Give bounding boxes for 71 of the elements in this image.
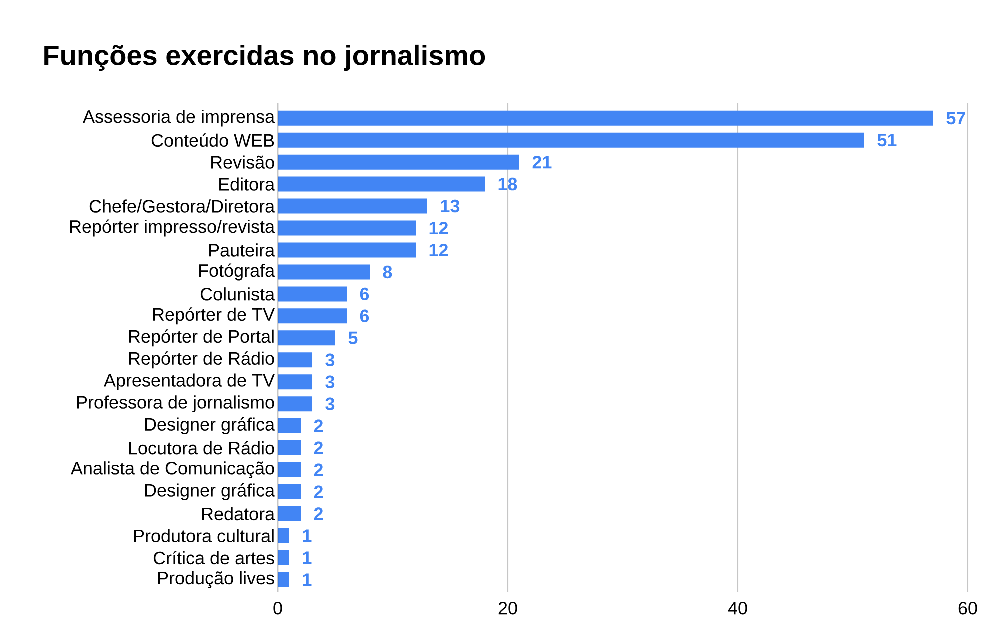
y-tick-label: Designer gráfica — [145, 483, 276, 500]
y-tick-label: Colunista — [200, 288, 276, 301]
y-tick-label: Analista de Comunicação — [71, 462, 274, 478]
data-label: 2 — [314, 420, 323, 432]
y-tick-label: Designer gráfica — [145, 418, 276, 435]
bar — [278, 528, 290, 544]
y-tick-label: Professora de jornalismo — [77, 396, 274, 412]
x-tick-label: 60 — [958, 602, 978, 615]
bar — [278, 572, 290, 588]
data-label: 3 — [326, 398, 335, 410]
y-tick-label: Assessoria de imprensa — [83, 110, 276, 127]
data-label: 3 — [326, 354, 335, 367]
y-tick-label: Apresentadora de TV — [104, 374, 275, 390]
bar — [278, 264, 370, 280]
y-tick-label: Repórter de Portal — [129, 330, 274, 347]
bar — [278, 176, 485, 192]
data-label: 1 — [303, 552, 312, 564]
bar — [278, 396, 313, 412]
data-label: 6 — [360, 288, 370, 301]
y-tick-label: Revisão — [212, 156, 274, 169]
data-label: 5 — [348, 332, 358, 344]
y-tick-label: Repórter impresso/revista — [70, 220, 276, 237]
data-label: 1 — [303, 530, 312, 542]
data-label: 2 — [314, 486, 323, 498]
bar — [278, 220, 416, 236]
bar — [278, 462, 302, 478]
y-tick-label: Chefe/Gestora/Diretora — [90, 200, 276, 213]
data-label: 12 — [430, 244, 448, 257]
x-tick-label: 0 — [274, 602, 282, 615]
y-tick-label: Crítica de artes — [154, 551, 274, 565]
x-tick-label: 40 — [728, 602, 748, 615]
data-label: 2 — [314, 508, 323, 520]
bar — [278, 440, 302, 456]
data-label: 1 — [303, 574, 312, 586]
chart-title: Funções exercidas no jornalismo — [44, 44, 486, 72]
y-tick-label: Fotógrafa — [200, 264, 276, 281]
data-label: 18 — [498, 178, 518, 191]
bar — [278, 198, 428, 214]
data-label: 57 — [946, 112, 966, 125]
bar — [278, 352, 313, 368]
bar — [278, 330, 336, 346]
y-tick-label: Editora — [220, 178, 276, 191]
bar — [278, 374, 313, 390]
bar — [278, 550, 290, 566]
data-label: 2 — [314, 464, 323, 476]
data-label: 6 — [360, 310, 370, 323]
y-tick-label: Repórter de Rádio — [129, 352, 274, 369]
bar — [278, 110, 934, 126]
data-label: 13 — [441, 200, 460, 213]
bar — [278, 286, 347, 302]
bar — [278, 506, 302, 522]
y-tick-label: Produtora cultural — [134, 529, 274, 543]
bar — [278, 132, 864, 148]
data-label: 21 — [532, 156, 552, 169]
data-label: 12 — [430, 222, 448, 235]
bar — [278, 484, 302, 500]
bar — [278, 154, 520, 170]
data-label: 3 — [326, 376, 335, 388]
data-label: 8 — [383, 266, 392, 279]
y-tick-label: Redatora — [202, 507, 276, 521]
y-tick-label: Locutora de Rádio — [129, 441, 274, 455]
y-tick-label: Repórter de TV — [154, 308, 275, 325]
x-tick-label: 20 — [498, 602, 518, 615]
bar — [278, 308, 347, 324]
y-tick-label: Pauteira — [210, 244, 276, 257]
y-tick-label: Conteúdo WEB — [152, 134, 274, 148]
bar — [278, 418, 302, 434]
data-label: 2 — [314, 442, 323, 454]
bar — [278, 242, 416, 258]
y-tick-label: Produção lives — [158, 571, 274, 588]
data-label: 51 — [878, 134, 897, 147]
